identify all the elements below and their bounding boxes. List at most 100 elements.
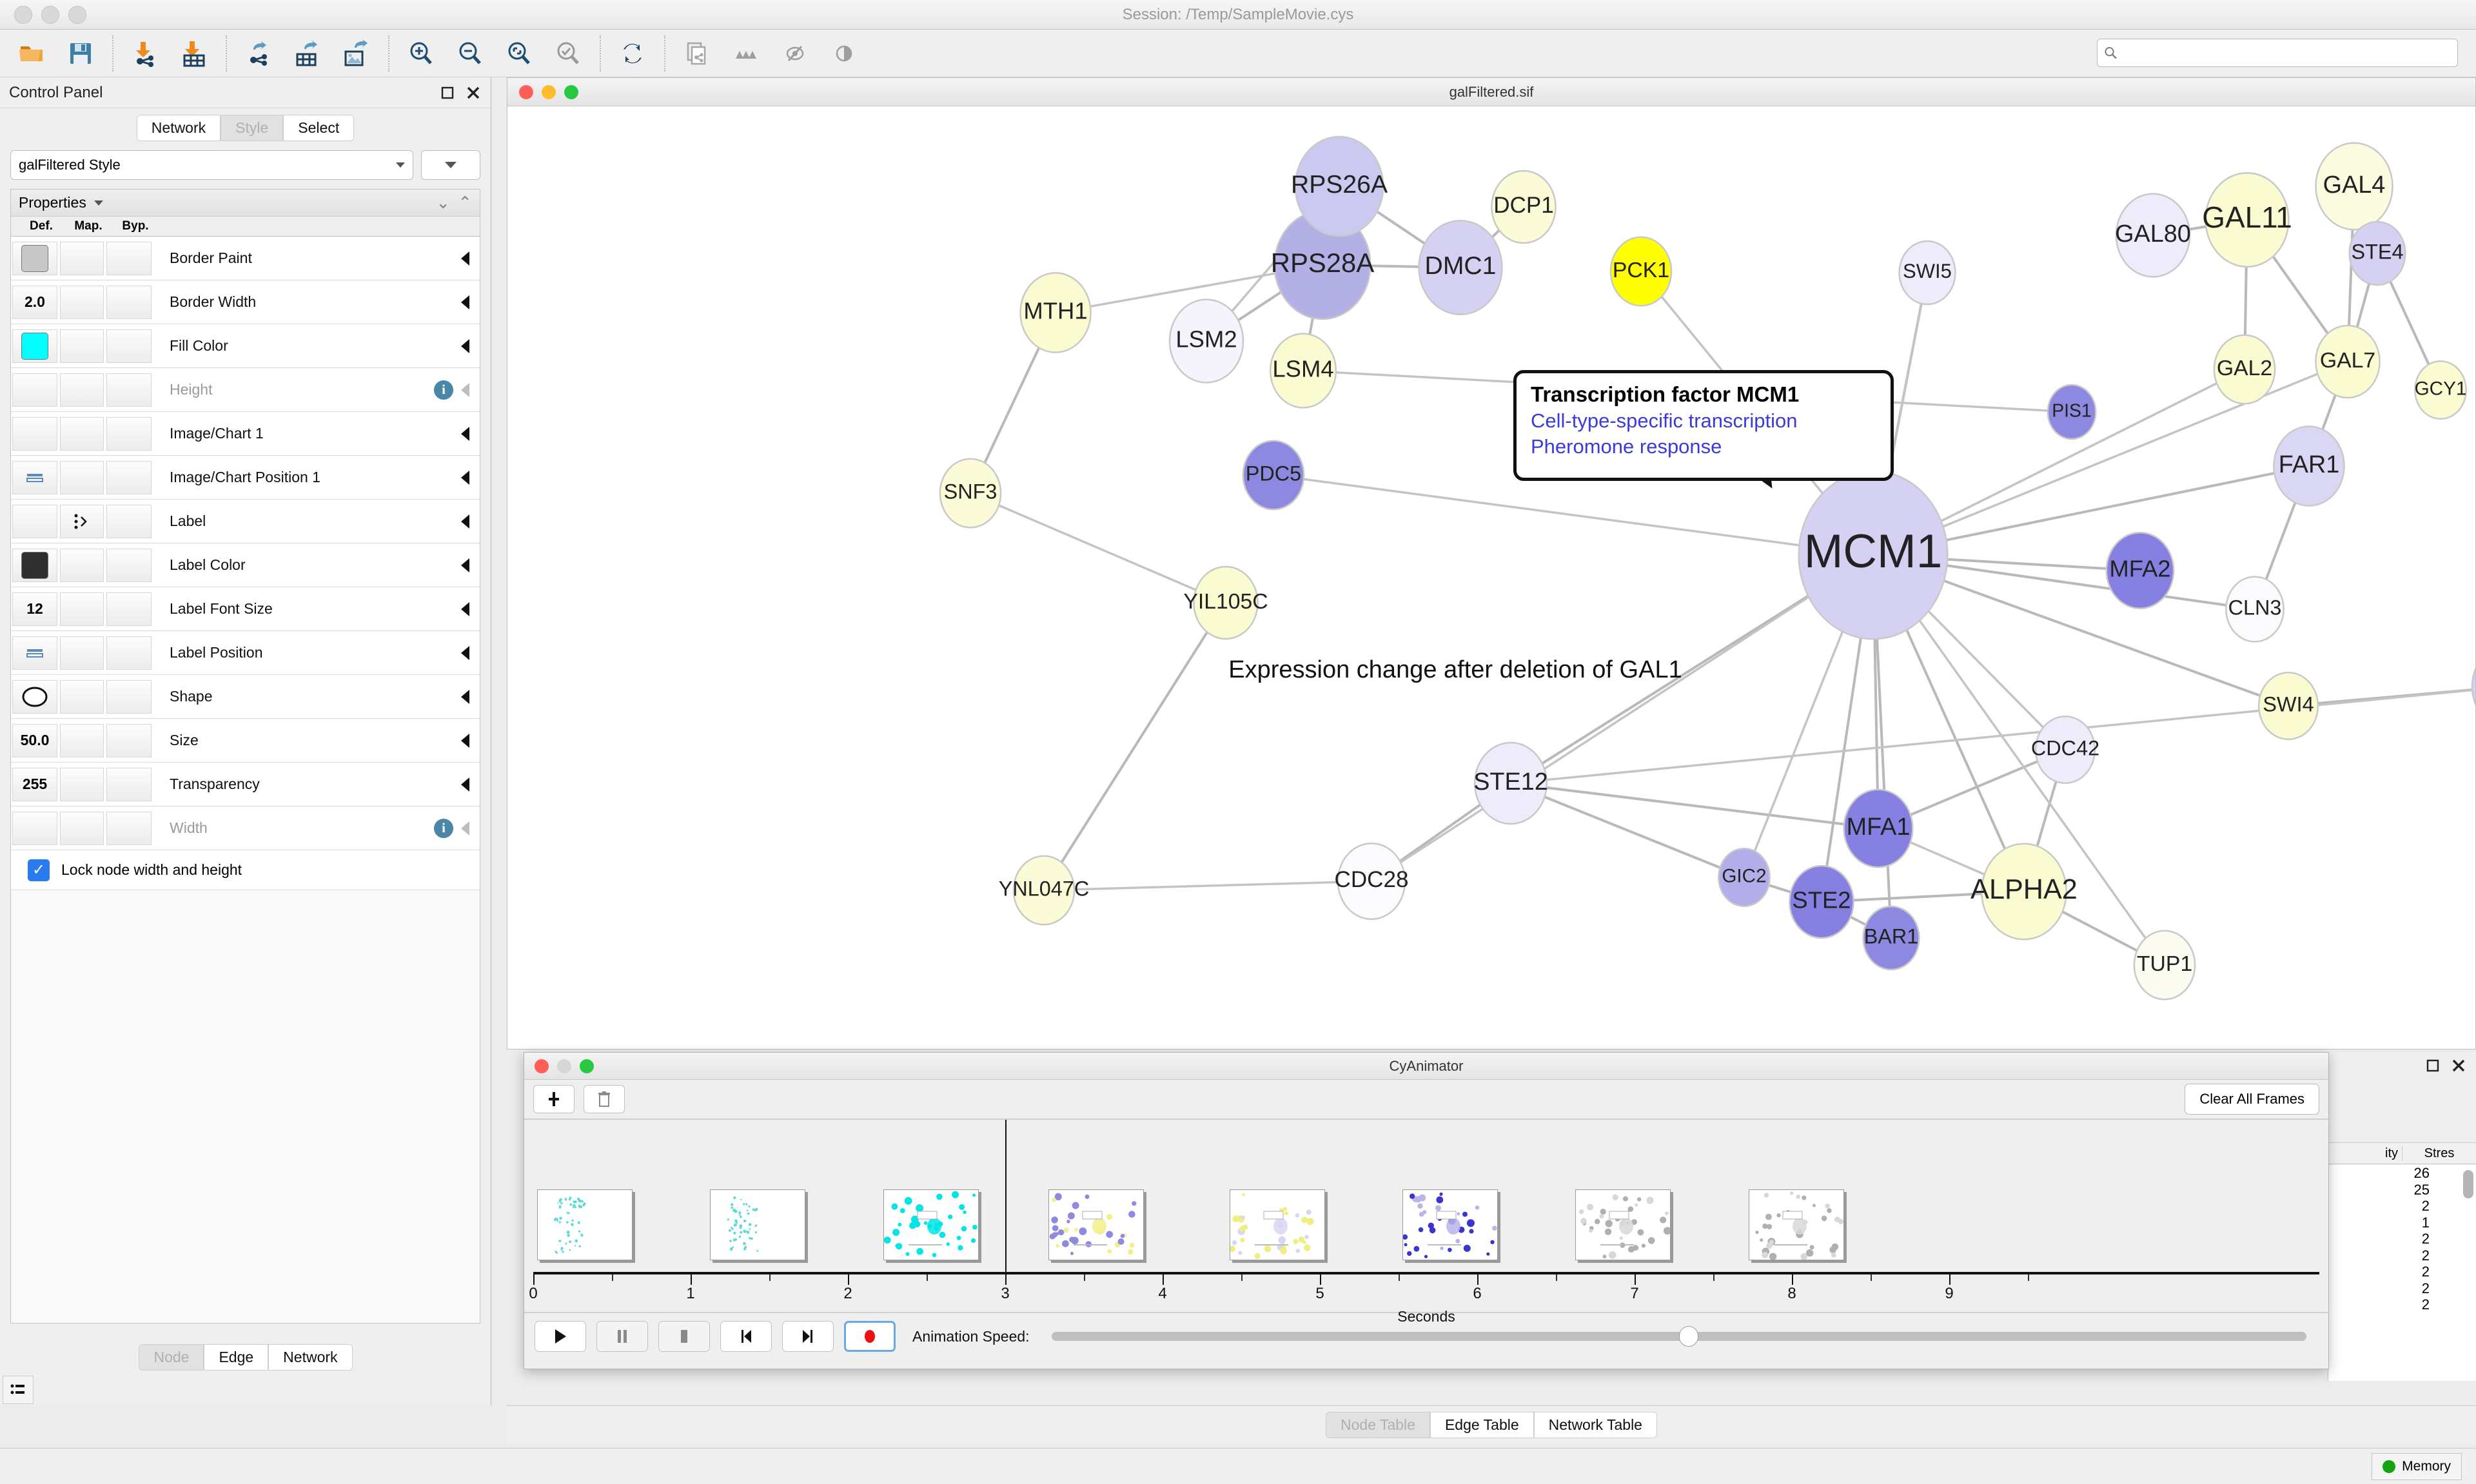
- property-expand-arrow-icon[interactable]: [461, 601, 469, 616]
- property-default-cell[interactable]: 12: [12, 592, 57, 626]
- property-bypass-cell[interactable]: [106, 416, 152, 451]
- property-expand-arrow-icon[interactable]: [461, 733, 469, 748]
- property-bypass-cell[interactable]: [106, 592, 152, 626]
- zoom-selected-icon[interactable]: [548, 34, 588, 73]
- node-ellipse[interactable]: [2213, 334, 2276, 405]
- style-dropdown[interactable]: galFiltered Style: [10, 150, 413, 180]
- network-node[interactable]: GCY1: [2414, 360, 2467, 420]
- close-icon[interactable]: [2451, 1059, 2466, 1076]
- zoom-out-icon[interactable]: [450, 34, 490, 73]
- network-maximize-button[interactable]: [564, 84, 578, 99]
- network-node[interactable]: RPS26A: [1291, 135, 1388, 237]
- node-ellipse[interactable]: [1269, 333, 1337, 409]
- property-default-cell[interactable]: 2.0: [12, 285, 57, 319]
- import-network-icon[interactable]: [125, 34, 165, 73]
- network-node[interactable]: GAL2: [2213, 334, 2276, 405]
- vertical-scrollbar[interactable]: [2463, 1170, 2473, 1198]
- node-ellipse[interactable]: [2315, 142, 2393, 231]
- network-edge[interactable]: [1510, 782, 1745, 879]
- lock-node-size-row[interactable]: ✓ Lock node width and height: [11, 850, 480, 890]
- tab-network-style[interactable]: Network: [268, 1344, 353, 1371]
- show-panels-icon[interactable]: [3, 1376, 34, 1404]
- property-mapping-cell[interactable]: [60, 723, 104, 757]
- node-ellipse[interactable]: [2257, 671, 2319, 741]
- timeline-frame[interactable]: [537, 1189, 633, 1260]
- network-minimize-button[interactable]: [542, 84, 556, 99]
- collapse-all-icon[interactable]: ⌃: [458, 193, 472, 212]
- network-node[interactable]: SWI5: [1898, 240, 1956, 306]
- property-default-cell[interactable]: [12, 636, 57, 670]
- tab-network-table[interactable]: Network Table: [1533, 1412, 1657, 1438]
- tab-style[interactable]: Style: [221, 115, 284, 141]
- property-mapping-cell[interactable]: [60, 373, 104, 407]
- column-header-centrality[interactable]: ity: [2328, 1146, 2402, 1161]
- network-edge[interactable]: [1273, 474, 1874, 556]
- node-ellipse[interactable]: [2047, 384, 2097, 440]
- import-table-icon[interactable]: [174, 34, 214, 73]
- property-expand-arrow-icon[interactable]: [461, 470, 469, 485]
- node-ellipse[interactable]: [1168, 298, 1244, 384]
- property-default-cell[interactable]: [12, 241, 57, 275]
- table-cell[interactable]: 25: [2413, 1181, 2430, 1198]
- network-edge[interactable]: [1510, 687, 2475, 785]
- property-bypass-cell[interactable]: [106, 373, 152, 407]
- network-node[interactable]: SNF3: [939, 458, 1002, 529]
- network-edge[interactable]: [1371, 554, 1874, 883]
- property-mapping-cell[interactable]: [60, 679, 104, 714]
- export-table-icon[interactable]: [288, 34, 328, 73]
- color-swatch[interactable]: [21, 332, 48, 360]
- node-ellipse[interactable]: [2034, 715, 2096, 785]
- node-ellipse[interactable]: [1473, 741, 1548, 825]
- property-mapping-cell[interactable]: [60, 329, 104, 363]
- save-icon[interactable]: [61, 34, 101, 73]
- network-node[interactable]: RPS28A: [1271, 210, 1375, 320]
- network-node[interactable]: PDC5: [1242, 440, 1305, 511]
- property-expand-arrow-icon[interactable]: [461, 821, 469, 835]
- property-row[interactable]: Label Color: [11, 543, 480, 587]
- animation-speed-slider[interactable]: [1051, 1326, 2306, 1347]
- property-expand-arrow-icon[interactable]: [461, 777, 469, 792]
- network-node[interactable]: LSM4: [1269, 333, 1337, 409]
- network-node[interactable]: MFA2: [2105, 531, 2175, 610]
- close-icon[interactable]: [465, 84, 482, 101]
- network-node[interactable]: STE4: [2348, 220, 2406, 286]
- property-row[interactable]: Image/Chart 1: [11, 412, 480, 456]
- property-expand-arrow-icon[interactable]: [461, 689, 469, 704]
- column-header-stress[interactable]: Stres: [2424, 1146, 2455, 1160]
- tab-node-table[interactable]: Node Table: [1326, 1412, 1430, 1438]
- maximize-icon[interactable]: [439, 84, 456, 101]
- zoom-fit-icon[interactable]: [499, 34, 539, 73]
- node-ellipse[interactable]: [1418, 219, 1503, 316]
- color-swatch[interactable]: [21, 244, 48, 272]
- timeline-frames-track[interactable]: [533, 1125, 2319, 1272]
- cyanimator-minimize-button[interactable]: [557, 1059, 571, 1073]
- property-row[interactable]: Shape: [11, 675, 480, 719]
- zoom-in-icon[interactable]: [401, 34, 441, 73]
- hide-icon[interactable]: [775, 34, 815, 73]
- export-network-icon[interactable]: [239, 34, 279, 73]
- animation-speed-knob[interactable]: [1678, 1326, 1698, 1347]
- timeline-frame[interactable]: [1575, 1189, 1671, 1260]
- property-bypass-cell[interactable]: [106, 679, 152, 714]
- minimize-window-button[interactable]: [41, 5, 59, 24]
- property-default-cell[interactable]: [12, 811, 57, 845]
- clear-all-frames-button[interactable]: Clear All Frames: [2185, 1084, 2319, 1115]
- node-ellipse[interactable]: [939, 458, 1002, 529]
- node-ellipse[interactable]: [2471, 645, 2475, 728]
- node-ellipse[interactable]: [1294, 135, 1384, 237]
- property-mapping-cell[interactable]: [60, 416, 104, 451]
- maximize-icon[interactable]: [2426, 1059, 2440, 1076]
- property-mapping-cell[interactable]: [60, 811, 104, 845]
- property-bypass-cell[interactable]: [106, 504, 152, 538]
- cyanimator-maximize-button[interactable]: [580, 1059, 594, 1073]
- network-edge[interactable]: [1043, 601, 1227, 892]
- network-edge[interactable]: [970, 492, 1226, 604]
- property-mapping-cell[interactable]: [60, 504, 104, 538]
- property-row[interactable]: Label: [11, 500, 480, 543]
- network-node[interactable]: MCM1: [1798, 470, 1949, 640]
- cyanimator-traffic-lights[interactable]: [535, 1059, 594, 1073]
- table-cell[interactable]: 1: [2421, 1214, 2430, 1231]
- timeline-frame[interactable]: [1748, 1189, 1844, 1260]
- network-node[interactable]: CLN3: [2225, 576, 2284, 643]
- network-node[interactable]: STE2: [1789, 864, 1854, 939]
